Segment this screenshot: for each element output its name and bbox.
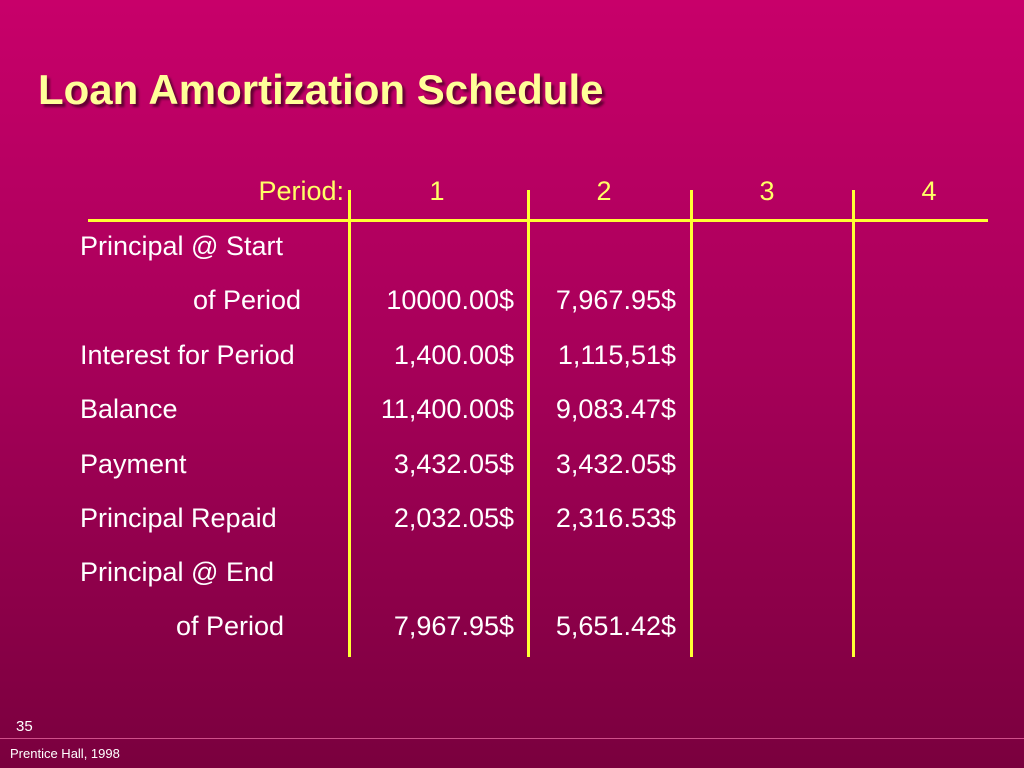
cell-payment-p2: 3,432.05$ [555,449,676,479]
period-header-1: 1 [429,176,445,206]
row-label-of-period-start: of Period [193,285,302,315]
column-divider [852,190,855,657]
cell-interest-p1: 1,400.00$ [393,340,514,370]
row-label-balance: Balance [80,394,178,424]
slide-number: 35 [16,718,33,735]
cell-repaid-p1: 2,032.05$ [393,503,514,533]
row-label-interest: Interest for Period [80,340,295,370]
row-label-principal-end: Principal @ End [80,557,274,587]
period-header-2: 2 [596,176,612,206]
column-divider [690,190,693,657]
period-header-4: 4 [921,176,937,206]
period-header-3: 3 [759,176,775,206]
period-header-label: Period: [258,176,344,206]
row-label-payment: Payment [80,449,187,479]
row-label-principal-start: Principal @ Start [80,231,283,261]
slide-title: Loan Amortization Schedule [38,66,604,113]
cell-end-p2: 5,651.42$ [555,611,676,641]
row-label-principal-repaid: Principal Repaid [80,503,277,533]
cell-repaid-p2: 2,316.53$ [555,503,676,533]
cell-payment-p1: 3,432.05$ [393,449,514,479]
slide-credit: Prentice Hall, 1998 [10,746,120,761]
cell-balance-p1: 11,400.00$ [380,394,514,424]
column-divider [527,190,530,657]
column-divider [348,190,351,657]
cell-start-p2: 7,967.95$ [555,285,676,315]
cell-start-p1: 10000.00$ [386,285,514,315]
footer-divider [0,738,1024,739]
cell-interest-p2: 1,115,51$ [557,340,676,370]
header-rule [88,219,988,222]
row-label-of-period-end: of Period [176,611,285,641]
cell-end-p1: 7,967.95$ [393,611,514,641]
cell-balance-p2: 9,083.47$ [555,394,676,424]
